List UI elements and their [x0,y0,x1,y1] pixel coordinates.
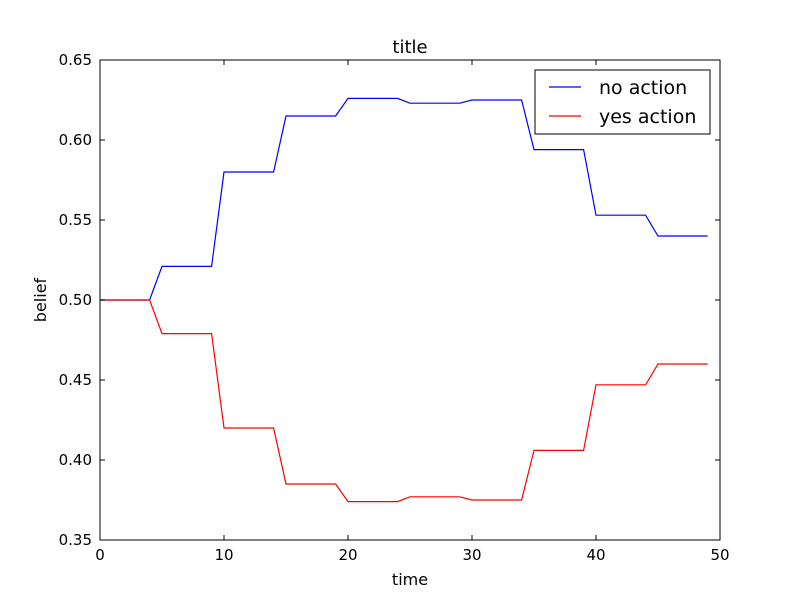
x-axis-label: time [392,570,428,589]
x-tick-label: 10 [214,546,233,564]
y-tick-label: 0.35 [59,531,92,549]
y-tick-label: 0.40 [59,451,92,469]
x-tick-label: 0 [95,546,105,564]
ticks-layer [99,59,721,541]
legend: no action yes action [534,69,711,135]
tick-labels-layer: 0 10 20 30 40 50 0.35 0.40 0.45 0.50 0.55 0.60 0.65 [59,51,730,564]
legend-label-yes-action: yes action [599,106,696,128]
legend-frame [534,69,711,135]
series-line-no-action [100,97,708,301]
y-tick-label: 0.50 [59,291,92,309]
x-tick-label: 40 [586,546,605,564]
y-axis-label: belief [31,277,50,322]
y-tick-label: 0.65 [59,51,92,69]
series-line-yes-action [100,299,708,503]
series-layer [100,97,708,503]
chart-title: title [392,37,427,58]
y-tick-label: 0.60 [59,131,92,149]
legend-label-no-action: no action [599,77,687,99]
x-tick-label: 50 [710,546,729,564]
x-tick-label: 20 [338,546,357,564]
y-tick-label: 0.55 [59,211,92,229]
y-tick-label: 0.45 [59,371,92,389]
x-tick-label: 30 [462,546,481,564]
